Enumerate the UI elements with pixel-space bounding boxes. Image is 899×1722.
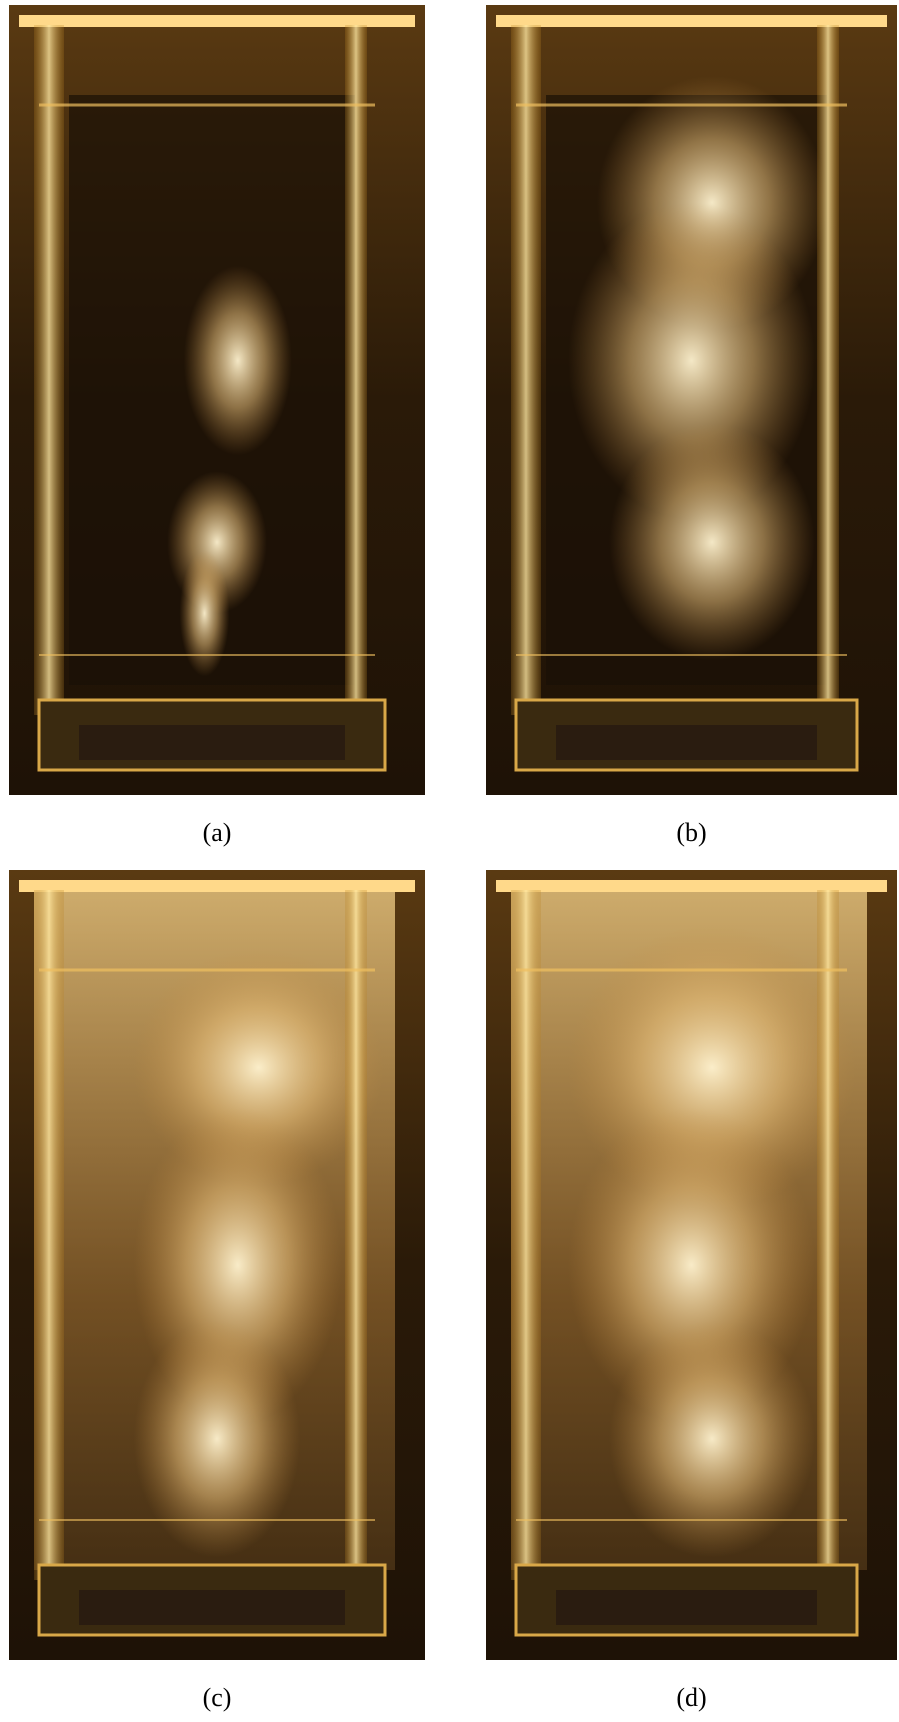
frame-post (817, 890, 839, 1580)
frame-post (345, 890, 367, 1580)
smoke (180, 550, 230, 676)
caption: (c) (203, 1683, 232, 1712)
photo: (d) (486, 870, 897, 1712)
frame-post (817, 25, 839, 715)
frame-post (511, 25, 541, 715)
smoke (184, 266, 292, 456)
frame-post (34, 25, 64, 715)
caption: (b) (676, 818, 706, 847)
base-mat (79, 1590, 345, 1625)
figure: (a) (b) (c) (d) (0, 0, 899, 1722)
caption: (a) (203, 818, 232, 847)
photo: (b) (486, 5, 897, 847)
frame-post (511, 890, 541, 1580)
smoke (609, 424, 815, 661)
smoke (609, 1320, 815, 1557)
base-mat (556, 1590, 817, 1625)
base-mat (79, 725, 345, 760)
photo: (a) (9, 5, 425, 847)
base-mat (556, 725, 817, 760)
photo: (c) (9, 870, 425, 1712)
caption: (d) (676, 1683, 706, 1712)
frame-post (345, 25, 367, 715)
smoke (134, 1320, 300, 1557)
frame-post (34, 890, 64, 1580)
